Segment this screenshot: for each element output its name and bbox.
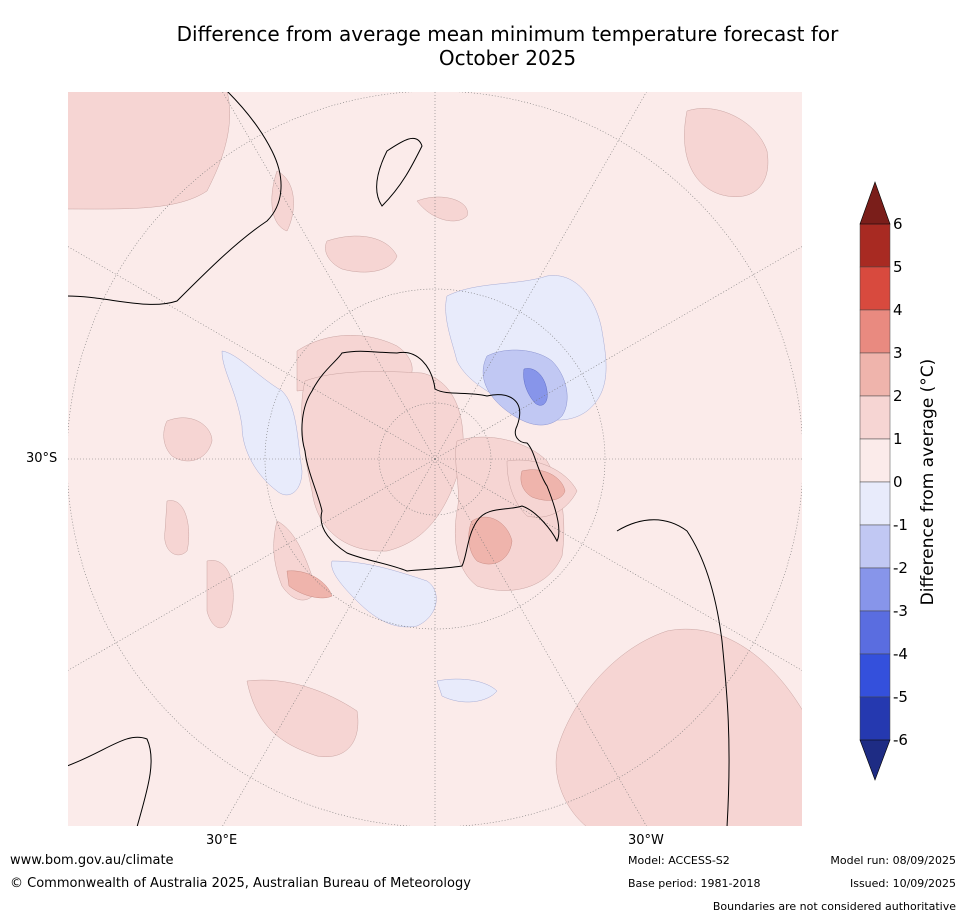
colorbar-swatch-m3tom2 bbox=[859, 567, 891, 612]
temperature-anomaly-map bbox=[67, 91, 803, 827]
lat-label-30s: 30°S bbox=[26, 451, 58, 466]
anomaly-2to3 bbox=[286, 469, 566, 599]
colorbar-tick-label: 5 bbox=[893, 258, 903, 276]
colorbar-tick-label: 2 bbox=[893, 387, 903, 405]
colorbar-swatch-5to6 bbox=[859, 223, 891, 268]
south-america-coast bbox=[616, 519, 730, 827]
model-run: Model run: 08/09/2025 bbox=[830, 854, 956, 867]
colorbar-tick-label: -5 bbox=[893, 688, 908, 706]
antarctica-coast bbox=[301, 350, 560, 572]
colorbar-tick-label: -1 bbox=[893, 516, 908, 534]
graticule bbox=[67, 91, 803, 827]
copyright-text: © Commonwealth of Australia 2025, Austra… bbox=[10, 876, 471, 891]
colorbar-swatch-0to1 bbox=[859, 438, 891, 483]
coastlines bbox=[67, 91, 730, 827]
anomaly-m3tom2 bbox=[523, 368, 548, 406]
colorbar-swatch-m2tom1 bbox=[859, 524, 891, 569]
colorbar-arrow-bottom bbox=[859, 739, 891, 781]
lon-label-30e: 30°E bbox=[206, 833, 238, 848]
colorbar-swatch-m6tom5 bbox=[859, 696, 891, 741]
anomaly-m2tom1 bbox=[482, 349, 568, 426]
colorbar-tick-label: -4 bbox=[893, 645, 908, 663]
colorbar-tick-label: 0 bbox=[893, 473, 903, 491]
colorbar-swatch-4to5 bbox=[859, 266, 891, 311]
colorbar-arrow-top bbox=[859, 181, 891, 225]
colorbar-swatch-m1to0 bbox=[859, 481, 891, 526]
anomaly-1to2 bbox=[67, 91, 803, 827]
colorbar-swatch-m5tom4 bbox=[859, 653, 891, 698]
colorbar-tick-label: 4 bbox=[893, 301, 903, 319]
base-period: Base period: 1981-2018 bbox=[628, 877, 761, 890]
colorbar-swatch-1to2 bbox=[859, 395, 891, 440]
new-zealand-coast bbox=[376, 137, 423, 207]
australia-coast bbox=[67, 91, 282, 305]
africa-coast bbox=[67, 736, 152, 827]
colorbar-swatch-3to4 bbox=[859, 309, 891, 354]
model-name: Model: ACCESS-S2 bbox=[628, 854, 730, 867]
issued-date: Issued: 10/09/2025 bbox=[849, 877, 956, 890]
colorbar-tick-label: -2 bbox=[893, 559, 908, 577]
colorbar bbox=[859, 181, 891, 781]
title-line-2: October 2025 bbox=[438, 46, 577, 70]
colorbar-swatch-2to3 bbox=[859, 352, 891, 397]
colorbar-swatch-m4tom3 bbox=[859, 610, 891, 655]
colorbar-tick-label: -3 bbox=[893, 602, 908, 620]
map-title: Difference from average mean minimum tem… bbox=[60, 22, 955, 70]
disclaimer: Boundaries are not considered authoritat… bbox=[712, 900, 956, 913]
colorbar-tick-label: 3 bbox=[893, 344, 903, 362]
colorbar-tick-label: 6 bbox=[893, 215, 903, 233]
colorbar-tick-label: 1 bbox=[893, 430, 903, 448]
colorbar-tick-label: -6 bbox=[893, 731, 908, 749]
colorbar-title: Difference from average (°C) bbox=[918, 358, 938, 606]
website-link[interactable]: www.bom.gov.au/climate bbox=[10, 853, 174, 868]
title-line-1: Difference from average mean minimum tem… bbox=[176, 22, 839, 46]
lon-label-30w: 30°W bbox=[628, 833, 664, 848]
